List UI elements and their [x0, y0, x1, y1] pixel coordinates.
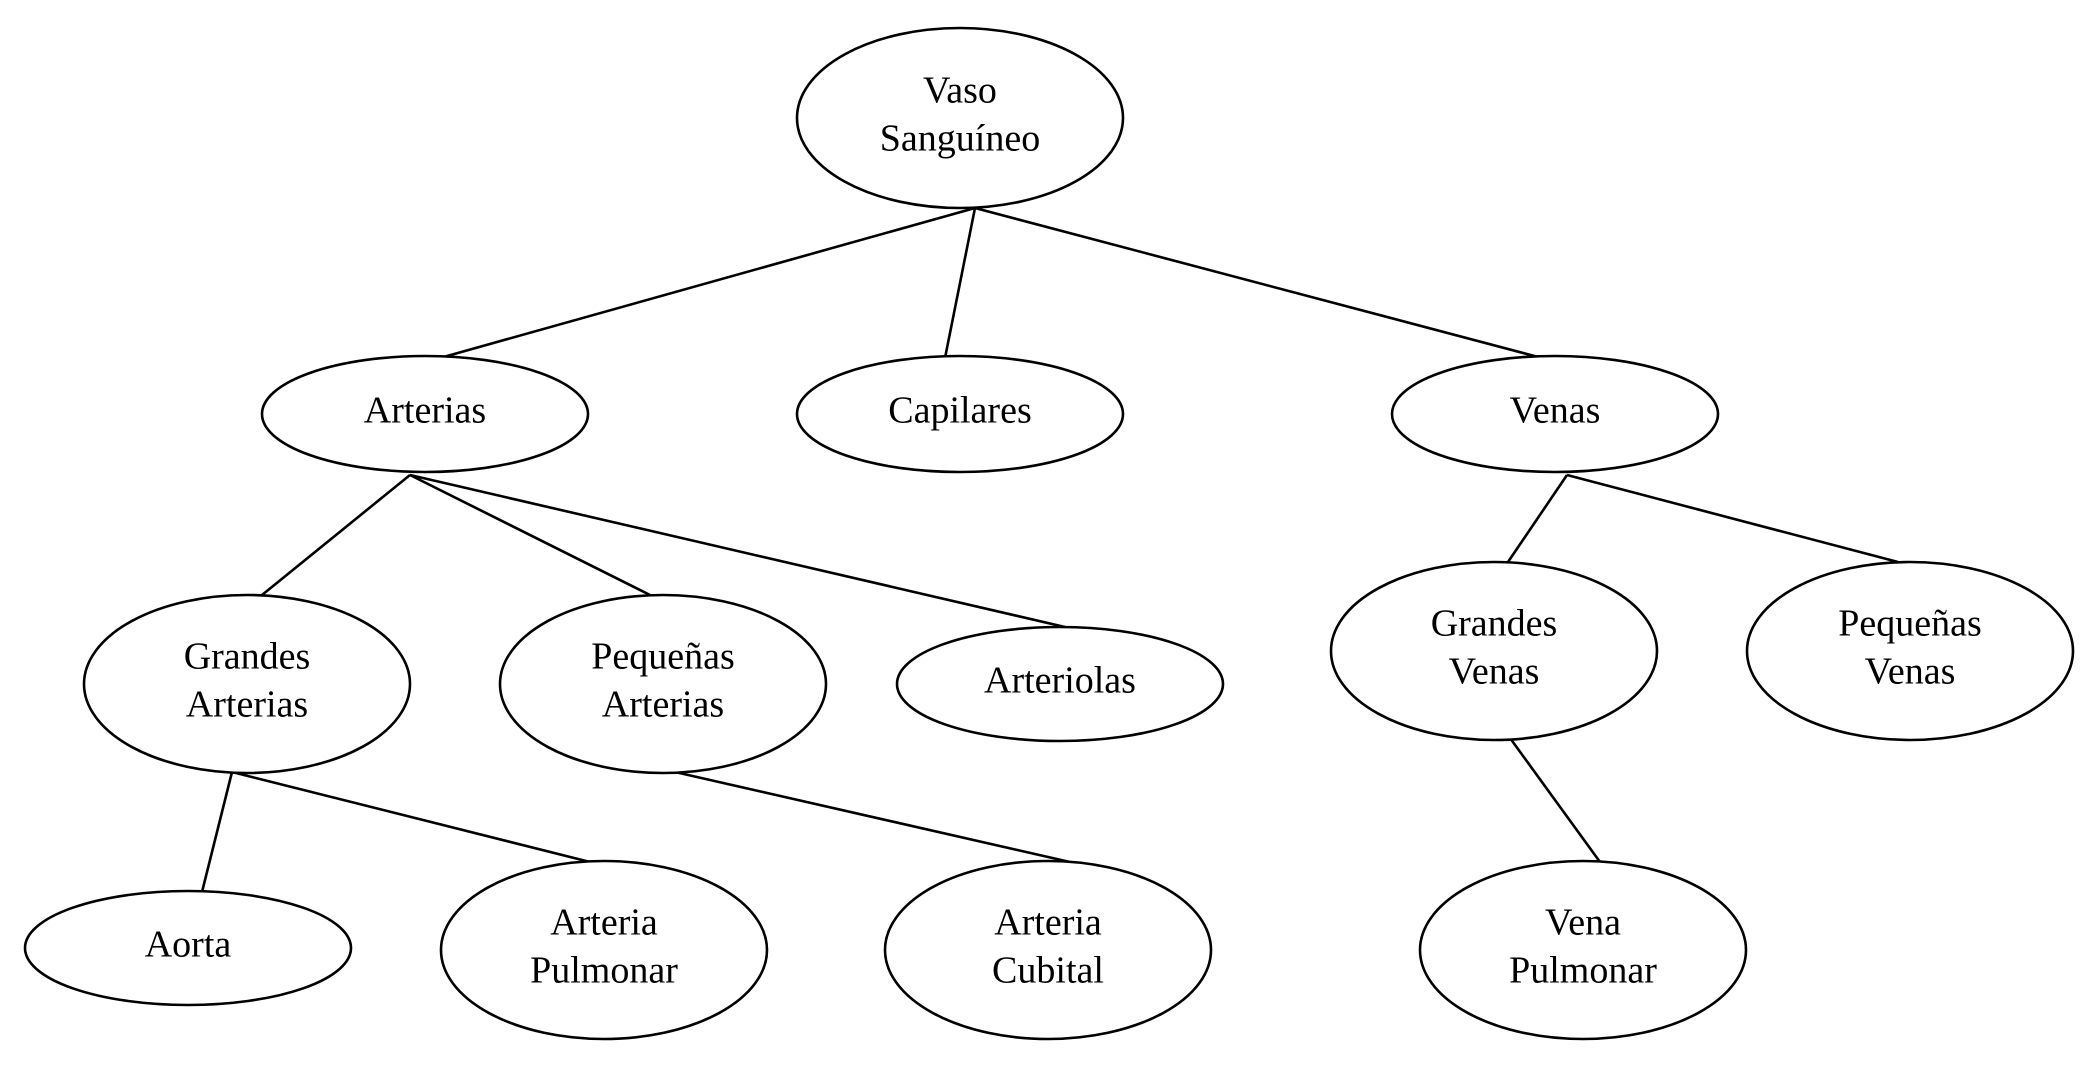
node-label-line: Pulmonar — [1509, 950, 1657, 992]
node-label-line: Venas — [1449, 651, 1540, 693]
node-label-line: Arterias — [186, 684, 308, 726]
node-label-line: Arteria — [550, 902, 658, 944]
node-arterias: Arterias — [260, 354, 590, 474]
node-vena-pulmonar: Vena Pulmonar — [1418, 859, 1748, 1041]
node-label-line: Vena — [1545, 902, 1621, 944]
edge-arterias-pequenas-arterias — [409, 473, 651, 597]
edge-pequenas-arterias-arteria-cubital — [674, 770, 1071, 864]
node-arteriolas: Arteriolas — [895, 625, 1225, 743]
node-aorta: Aorta — [23, 889, 353, 1007]
node-vaso-sanguineo: Vaso Sanguíneo — [795, 26, 1125, 210]
node-label-line: Vaso — [923, 70, 997, 112]
node-label-line: Grandes — [1431, 603, 1558, 645]
node-label-line: Pequeñas — [1838, 603, 1982, 645]
edge-arterias-arteriolas — [409, 473, 1066, 629]
edge-vaso-venas — [974, 206, 1543, 360]
node-grandes-arterias: Grandes Arterias — [82, 593, 412, 775]
node-grandes-venas: Grandes Venas — [1329, 560, 1659, 742]
edge-vaso-capilares — [943, 207, 977, 359]
node-pequenas-arterias: Pequeñas Arterias — [498, 593, 828, 775]
node-label-line: Pulmonar — [530, 950, 678, 992]
edges — [200, 206, 1899, 893]
edge-venas-pequenas-venas — [1566, 473, 1899, 564]
node-label-line: Venas — [1865, 651, 1956, 693]
node-arteria-cubital: Arteria Cubital — [883, 859, 1213, 1041]
edge-grandes-arterias-arteria-pulmonar — [231, 770, 591, 864]
node-label-line: Capilares — [888, 390, 1032, 432]
node-label-line: Arteriolas — [984, 660, 1136, 702]
node-label-line: Cubital — [992, 950, 1104, 992]
node-label-line: Sanguíneo — [880, 118, 1040, 160]
edge-grandes-venas-vena-pulmonar — [1508, 737, 1602, 863]
node-label-line: Arterias — [364, 390, 486, 432]
node-label-line: Arteria — [994, 902, 1102, 944]
node-pequenas-venas: Pequeñas Venas — [1745, 560, 2075, 742]
node-label-line: Aorta — [145, 924, 232, 966]
node-venas: Venas — [1390, 354, 1720, 474]
node-arteria-pulmonar: Arteria Pulmonar — [439, 859, 769, 1041]
edge-arterias-grandes-arterias — [261, 473, 411, 597]
edge-venas-grandes-venas — [1506, 474, 1569, 563]
node-capilares: Capilares — [795, 354, 1125, 474]
node-label-line: Venas — [1510, 390, 1601, 432]
node-label-line: Pequeñas — [591, 636, 735, 678]
edge-grandes-arterias-aorta — [200, 771, 234, 893]
node-label-line: Arterias — [602, 684, 724, 726]
edge-vaso-arterias — [439, 206, 976, 360]
node-label-line: Grandes — [184, 636, 311, 678]
